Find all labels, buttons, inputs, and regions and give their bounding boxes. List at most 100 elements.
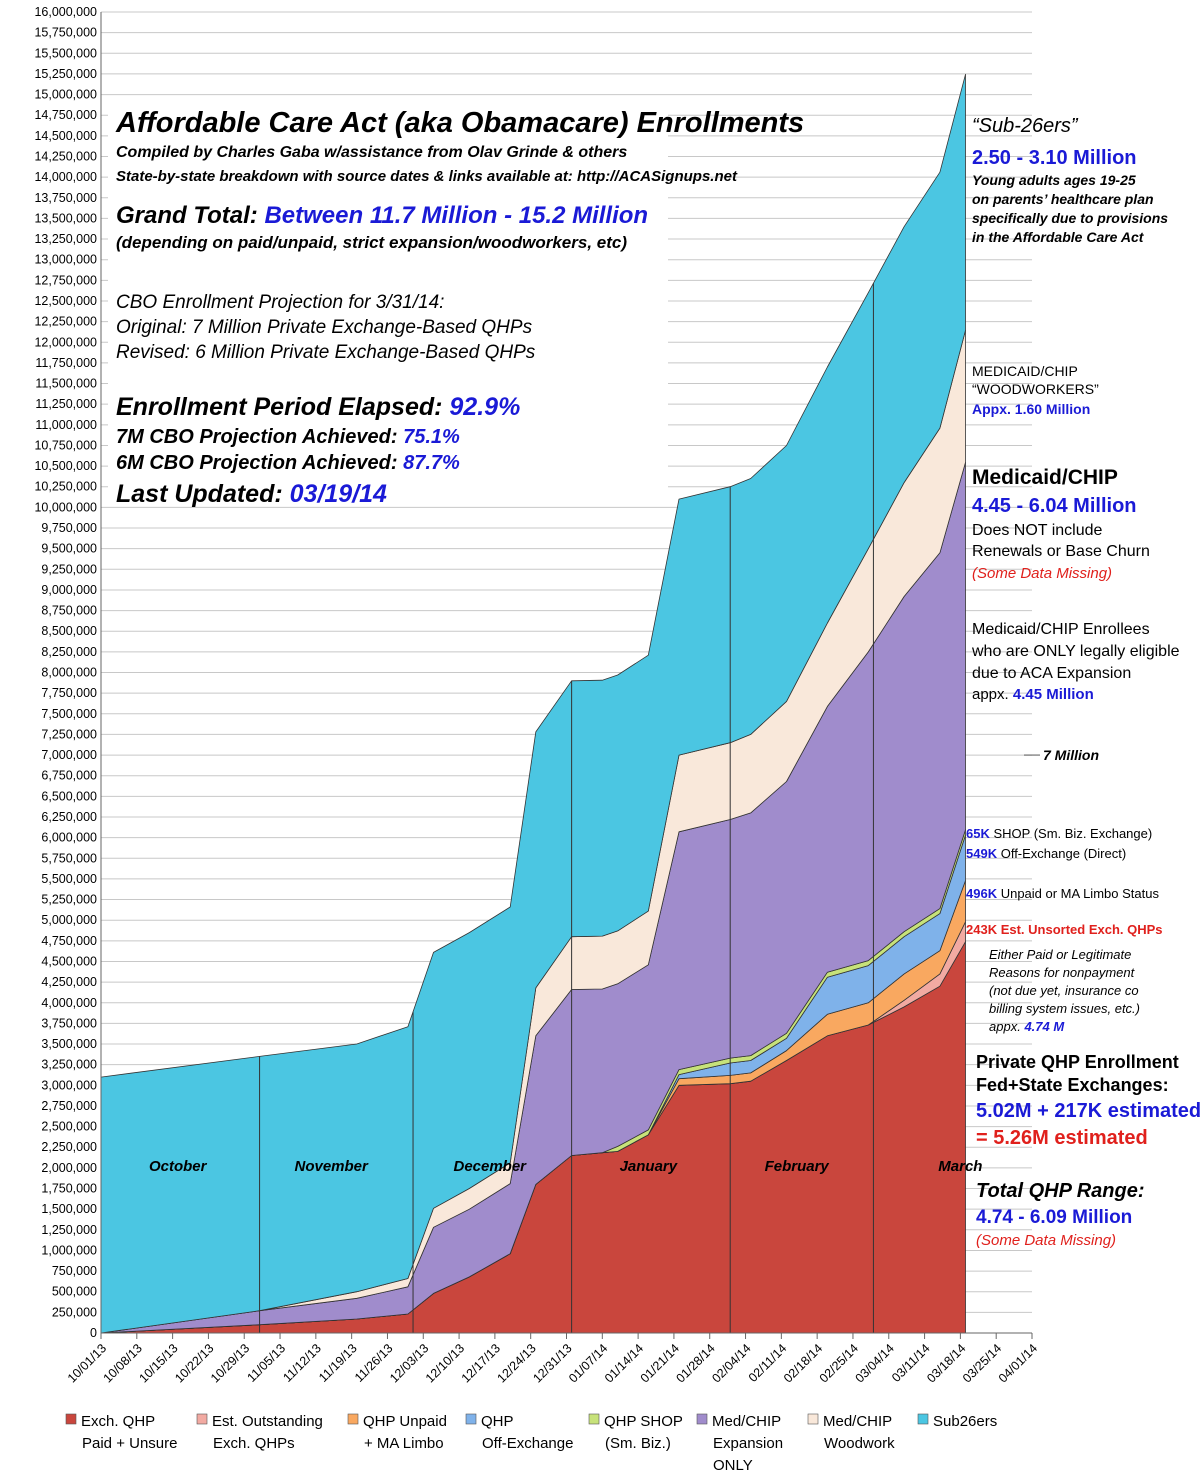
y-tick-label: 14,250,000 bbox=[34, 149, 97, 163]
expansion-line3: due to ACA Expansion bbox=[972, 665, 1131, 682]
y-tick-label: 14,500,000 bbox=[34, 129, 97, 143]
range-value: 4.74 - 6.09 Million bbox=[976, 1207, 1132, 1228]
y-tick-label: 5,500,000 bbox=[41, 872, 97, 886]
y-tick-label: 6,250,000 bbox=[41, 810, 97, 824]
y-tick-labels: 0 250,000 500,000 750,000 1,000,000 1,250,000… bbox=[34, 5, 97, 1340]
shop-annotation: 65K SHOP (Sm. Biz. Exchange) bbox=[966, 826, 1152, 841]
y-tick-label: 6,500,000 bbox=[41, 789, 97, 803]
y-tick-label: 1,250,000 bbox=[41, 1223, 97, 1237]
y-tick-label: 7,500,000 bbox=[41, 707, 97, 721]
y-tick-label: 750,000 bbox=[52, 1264, 97, 1278]
offex-label: Off-Exchange (Direct) bbox=[1001, 846, 1126, 861]
legend-label: Woodwork bbox=[824, 1435, 895, 1452]
month-label: February bbox=[765, 1158, 830, 1175]
stacked-areas bbox=[100, 73, 966, 1334]
elapsed: Enrollment Period Elapsed: 92.9% bbox=[116, 393, 520, 421]
x-tick-labels: 10/01/1310/08/1310/15/1310/22/1310/29/13… bbox=[65, 1333, 1040, 1386]
x-tick-label: 11/19/13 bbox=[316, 1341, 360, 1385]
legend-label: Est. Outstanding bbox=[212, 1413, 323, 1430]
shop-value: 65K bbox=[966, 826, 990, 841]
y-tick-label: 15,000,000 bbox=[34, 88, 97, 102]
y-tick-label: 3,250,000 bbox=[41, 1058, 97, 1072]
expansion-value: 4.45 Million bbox=[1013, 686, 1094, 703]
month-label: March bbox=[938, 1158, 982, 1175]
sub26-line2: on parents’ healthcare plan bbox=[972, 191, 1154, 207]
info-source: State-by-state breakdown with source dat… bbox=[116, 168, 738, 185]
y-tick-label: 12,250,000 bbox=[34, 315, 97, 329]
private-line2: Fed+State Exchanges: bbox=[976, 1075, 1169, 1095]
legend-label: ONLY bbox=[713, 1457, 753, 1474]
private-value1: 5.02M + 217K estimated bbox=[976, 1100, 1200, 1122]
legend-label: Med/CHIP bbox=[712, 1413, 781, 1430]
y-tick-label: 13,750,000 bbox=[34, 191, 97, 205]
medicaid-missing: (Some Data Missing) bbox=[972, 565, 1112, 582]
medicaid-value: 4.45 - 6.04 Million bbox=[972, 495, 1137, 517]
last-updated-label: Last Updated: bbox=[116, 480, 283, 508]
y-tick-label: 10,000,000 bbox=[34, 500, 97, 514]
y-tick-label: 5,750,000 bbox=[41, 851, 97, 865]
y-tick-label: 9,250,000 bbox=[41, 562, 97, 576]
y-tick-label: 10,500,000 bbox=[34, 459, 97, 473]
y-tick-label: 13,000,000 bbox=[34, 253, 97, 267]
legend-label: QHP bbox=[481, 1413, 514, 1430]
y-tick-label: 9,500,000 bbox=[41, 542, 97, 556]
series-area bbox=[100, 73, 966, 1334]
y-tick-label: 2,500,000 bbox=[41, 1120, 97, 1134]
sub26-line1: Young adults ages 19-25 bbox=[972, 172, 1136, 188]
y-tick-label: 8,500,000 bbox=[41, 624, 97, 638]
y-tick-label: 14,750,000 bbox=[34, 108, 97, 122]
paid-line1: Either Paid or Legitimate bbox=[989, 947, 1131, 962]
y-tick-label: 8,250,000 bbox=[41, 645, 97, 659]
achieved-6m-label: 6M CBO Projection Achieved: bbox=[116, 452, 398, 474]
expansion-prefix: appx. bbox=[972, 686, 1009, 703]
expansion-appx: appx. 4.45 Million bbox=[972, 686, 1094, 703]
paid-appx: appx. 4.74 M bbox=[989, 1019, 1065, 1034]
y-tick-label: 9,000,000 bbox=[41, 583, 97, 597]
grand-total: Grand Total: Between 11.7 Million - 15.2… bbox=[116, 202, 648, 229]
month-label: December bbox=[453, 1158, 527, 1175]
y-tick-label: 15,250,000 bbox=[34, 67, 97, 81]
offex-value: 549K bbox=[966, 846, 998, 861]
achieved-7m: 7M CBO Projection Achieved: 75.1% bbox=[116, 426, 460, 448]
y-tick-label: 3,500,000 bbox=[41, 1037, 97, 1051]
x-tick-label: 02/04/14 bbox=[709, 1341, 753, 1385]
month-label: November bbox=[295, 1158, 370, 1175]
info-credit: Compiled by Charles Gaba w/assistance fr… bbox=[116, 144, 627, 161]
paid-prefix: appx. bbox=[989, 1019, 1021, 1034]
x-tick-label: 10/29/13 bbox=[208, 1341, 252, 1385]
woodwork-value: Appx. 1.60 Million bbox=[972, 401, 1090, 417]
legend-swatch bbox=[696, 1413, 708, 1425]
legend-label: (Sm. Biz.) bbox=[605, 1435, 671, 1452]
legend-swatch bbox=[347, 1413, 359, 1425]
y-tick-label: 11,000,000 bbox=[35, 418, 97, 432]
paid-line4: billing system issues, etc.) bbox=[989, 1001, 1140, 1016]
paid-value: 4.74 M bbox=[1023, 1019, 1065, 1034]
unpaid-annotation: 496K Unpaid or MA Limbo Status bbox=[966, 886, 1159, 901]
y-tick-label: 4,250,000 bbox=[41, 975, 97, 989]
sub26-line3: specifically due to provisions bbox=[972, 210, 1168, 226]
y-tick-label: 7,750,000 bbox=[41, 686, 97, 700]
y-tick-label: 11,750,000 bbox=[35, 356, 97, 370]
achieved-6m-value: 87.7% bbox=[403, 452, 460, 474]
medicaid-title: Medicaid/CHIP bbox=[972, 466, 1118, 489]
legend-label: Off-Exchange bbox=[482, 1435, 573, 1452]
x-tick-label: 11/12/13 bbox=[280, 1341, 324, 1385]
legend-swatch bbox=[65, 1413, 77, 1425]
month-label: January bbox=[620, 1158, 678, 1175]
cbo-heading: CBO Enrollment Projection for 3/31/14: bbox=[116, 292, 444, 313]
y-tick-label: 3,000,000 bbox=[41, 1078, 97, 1092]
unpaid-value: 496K bbox=[966, 886, 998, 901]
legend-label: Med/CHIP bbox=[823, 1413, 892, 1430]
y-tick-label: 12,500,000 bbox=[34, 294, 97, 308]
legend-swatch bbox=[588, 1413, 600, 1425]
range-title: Total QHP Range: bbox=[976, 1180, 1145, 1202]
y-tick-label: 13,500,000 bbox=[34, 211, 97, 225]
achieved-7m-label: 7M CBO Projection Achieved: bbox=[116, 426, 398, 448]
legend-swatch bbox=[465, 1413, 477, 1425]
y-tick-label: 15,500,000 bbox=[34, 46, 97, 60]
y-tick-label: 5,250,000 bbox=[41, 893, 97, 907]
y-tick-label: 3,750,000 bbox=[41, 1016, 97, 1030]
y-tick-label: 2,750,000 bbox=[41, 1099, 97, 1113]
month-dividers bbox=[259, 283, 874, 1333]
